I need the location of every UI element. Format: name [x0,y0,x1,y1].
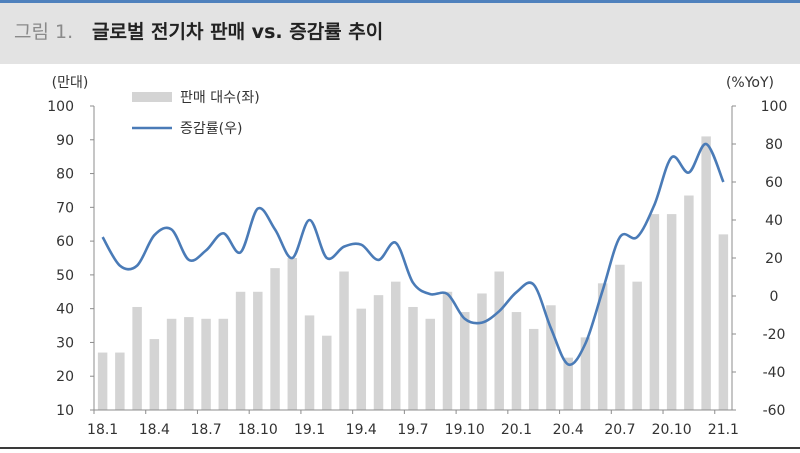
bar [218,318,229,410]
right-tick-label: 40 [765,213,783,229]
bar [632,281,642,410]
bar [649,214,660,410]
bar [511,312,522,410]
left-tick-label: 70 [56,200,74,216]
left-tick-label: 30 [56,335,74,351]
x-tick-label: 19.1 [294,422,325,438]
bar-series [97,136,729,410]
bar [580,337,591,410]
bar [356,308,367,410]
right-tick-label: -60 [763,403,786,419]
bar [597,283,608,410]
bar [718,234,729,410]
right-tick-label: 80 [765,137,783,153]
left-tick-label: 40 [56,302,74,318]
x-tick-label: 19.4 [346,422,377,438]
left-tick-label: 60 [56,234,74,250]
line-series [101,142,725,367]
bar [425,318,435,410]
left-tick-label: 90 [56,133,74,149]
left-tick-label: 80 [56,167,74,183]
bar [201,318,211,410]
bar [666,214,677,410]
x-tick-label: 18.7 [190,422,221,438]
bar [184,317,194,410]
bar [339,271,349,410]
x-tick-label: 21.1 [708,422,739,438]
bar [115,352,125,410]
legend-line-label: 증감률(우) [180,121,242,137]
legend: 판매 대수(좌) 증감률(우) [132,90,260,137]
left-tick-label: 50 [56,268,74,284]
figure-title: 글로벌 전기차 판매 vs. 증감률 추이 [92,21,384,43]
x-tick-label: 18.4 [139,422,170,438]
bar [459,312,470,410]
bar [477,293,487,410]
bar [322,335,332,410]
bar [494,271,504,410]
x-tick-label: 18.1 [87,422,118,438]
x-tick-label: 20.4 [553,422,584,438]
bar [132,306,142,410]
right-tick-label: -20 [763,327,786,343]
x-tick-label: 20.1 [501,422,532,438]
bar [304,315,315,410]
bar [684,195,694,410]
bottom-rule [0,447,800,449]
bar [528,328,539,410]
legend-bar-label: 판매 대수(좌) [180,90,260,106]
x-tick-label: 20.10 [652,422,692,438]
bar [546,305,556,410]
bar [253,291,263,410]
right-tick-label: 60 [765,175,783,191]
bar [97,352,108,410]
bar [149,339,160,410]
left-tick-label: 20 [56,369,74,385]
bar [701,136,711,410]
bar [166,318,177,410]
growth-line [101,142,725,367]
legend-bar-swatch [132,92,172,102]
bar [442,291,453,410]
x-tick-label: 19.10 [445,422,485,438]
bar [235,291,246,410]
right-tick-label: 0 [770,289,779,305]
axes: 10 20 30 40 50 60 70 80 90 100 -60 -40 -20 0 20 40 60 80 1… [47,75,787,438]
bar [287,258,298,410]
left-tick-label: 100 [47,99,74,115]
figure-title-bar: 그림 1. 글로벌 전기차 판매 vs. 증감률 추이 [0,0,800,64]
bar [391,281,401,410]
right-tick-label: 20 [765,251,783,267]
x-tick-label: 18.10 [238,422,278,438]
right-tick-label: 100 [761,99,788,115]
bar [615,264,625,410]
bar [408,306,418,410]
bar [563,357,573,410]
bar [373,295,384,410]
bar [270,268,280,410]
x-tick-label: 20.7 [604,422,635,438]
right-tick-label: -40 [763,365,786,381]
left-unit-label: (만대) [52,75,89,91]
ev-sales-chart: 10 20 30 40 50 60 70 80 90 100 -60 -40 -20 0 20 40 60 80 1… [47,75,787,438]
figure-number: 그림 1. [14,21,74,43]
right-unit-label: (%YoY) [726,75,774,91]
x-tick-label: 19.7 [397,422,428,438]
left-tick-label: 10 [56,403,74,419]
